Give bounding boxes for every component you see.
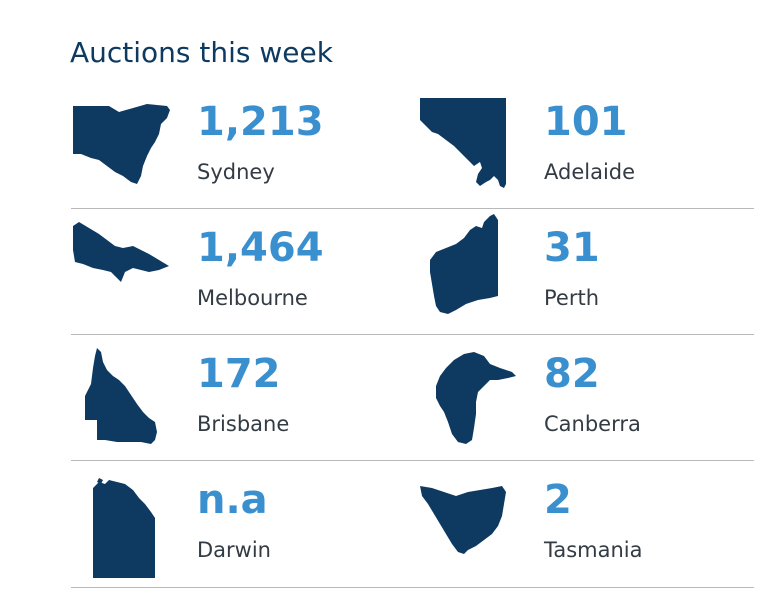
- auction-row: 1,213 Sydney 101 Adelaide: [71, 84, 754, 210]
- wa-state-icon: [418, 210, 528, 336]
- auction-count: 2: [544, 477, 572, 523]
- city-label: Darwin: [197, 538, 271, 562]
- auction-count: n.a: [197, 477, 268, 523]
- nt-territory-icon: [71, 462, 181, 588]
- row-divider: [71, 208, 754, 209]
- vic-state-icon: [71, 210, 181, 336]
- city-card-perth: 31 Perth: [418, 210, 759, 336]
- page-title: Auctions this week: [70, 36, 333, 69]
- auction-count: 101: [544, 99, 628, 145]
- city-card-melbourne: 1,464 Melbourne: [71, 210, 412, 336]
- auction-row: 1,464 Melbourne 31 Perth: [71, 210, 754, 336]
- city-card-sydney: 1,213 Sydney: [71, 84, 412, 210]
- city-card-brisbane: 172 Brisbane: [71, 336, 412, 462]
- auction-count: 172: [197, 351, 281, 397]
- sa-state-icon: [418, 84, 528, 210]
- city-card-adelaide: 101 Adelaide: [418, 84, 759, 210]
- tas-state-icon: [418, 462, 528, 588]
- city-card-canberra: 82 Canberra: [418, 336, 759, 462]
- nsw-state-icon: [71, 84, 181, 210]
- city-label: Tasmania: [544, 538, 643, 562]
- auction-count: 31: [544, 225, 600, 271]
- city-label: Perth: [544, 286, 600, 310]
- row-divider: [71, 587, 754, 588]
- auction-row: 172 Brisbane 82 Canberra: [71, 336, 754, 462]
- auction-count: 82: [544, 351, 600, 397]
- city-label: Melbourne: [197, 286, 308, 310]
- city-label: Canberra: [544, 412, 641, 436]
- city-label: Sydney: [197, 160, 275, 184]
- row-divider: [71, 334, 754, 335]
- city-label: Adelaide: [544, 160, 636, 184]
- city-card-darwin: n.a Darwin: [71, 462, 412, 588]
- auction-row: n.a Darwin 2 Tasmania: [71, 462, 754, 588]
- auction-count: 1,464: [197, 225, 324, 271]
- auction-count: 1,213: [197, 99, 324, 145]
- act-territory-icon: [418, 336, 528, 462]
- city-card-tasmania: 2 Tasmania: [418, 462, 759, 588]
- qld-state-icon: [71, 336, 181, 462]
- row-divider: [71, 460, 754, 461]
- city-label: Brisbane: [197, 412, 290, 436]
